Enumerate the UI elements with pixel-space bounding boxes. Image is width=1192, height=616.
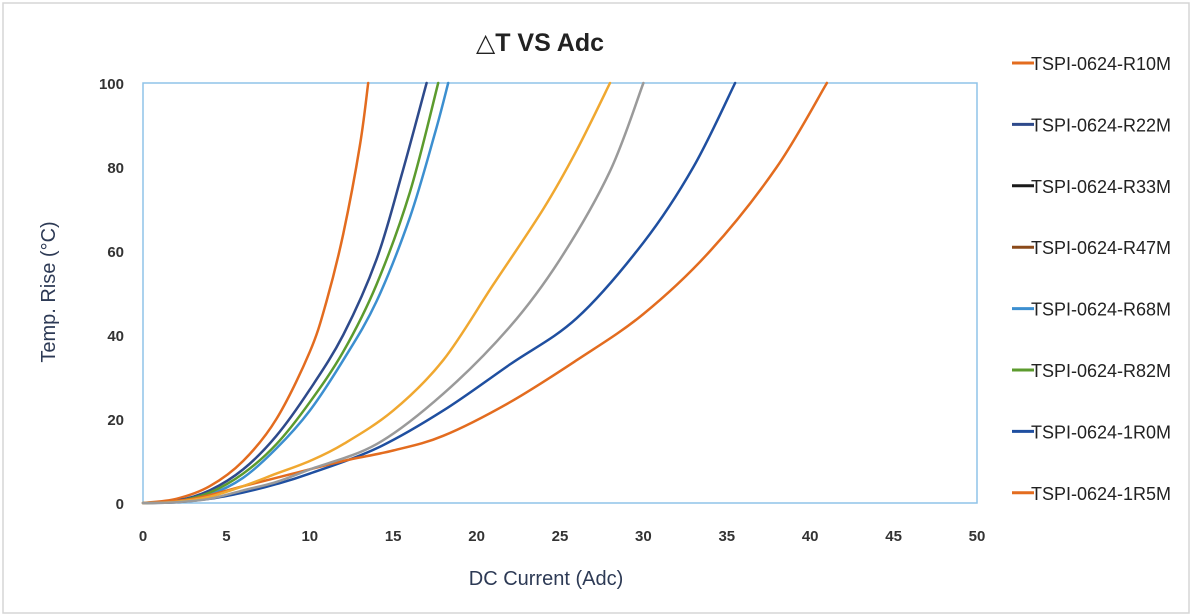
chart-title: △T VS Adc	[476, 29, 604, 57]
plot-frame	[142, 82, 978, 504]
y-tick-label: 60	[107, 244, 124, 261]
y-tick-label: 0	[116, 496, 124, 513]
legend-label: TSPI-0624-1R0M	[1031, 422, 1171, 442]
plot-area: 0 5 10 15 20 25 30 35 40 45 50 0 20 40 60 80 100	[99, 76, 985, 545]
legend-label: TSPI-0624-R82M	[1031, 361, 1171, 381]
y-tick-label: 40	[107, 328, 124, 345]
legend: TSPI-0624-R10M TSPI-0624-R22M TSPI-0624-R3…	[1012, 54, 1171, 504]
x-tick-label: 5	[222, 528, 230, 545]
x-tick-label: 15	[385, 528, 402, 545]
x-axis-label: DC Current (Adc)	[469, 568, 623, 590]
x-tick-label: 10	[301, 528, 318, 545]
series-line	[141, 81, 428, 505]
series-line	[141, 81, 645, 505]
legend-label: TSPI-0624-R68M	[1031, 300, 1171, 320]
series-line	[141, 81, 370, 505]
x-tick-label: 0	[139, 528, 147, 545]
x-tick-label: 25	[552, 528, 569, 545]
y-axis-label: Temp. Rise (°C)	[38, 221, 60, 362]
x-tick-label: 30	[635, 528, 652, 545]
y-tick-label: 100	[99, 76, 124, 93]
legend-label: TSPI-0624-R33M	[1031, 177, 1171, 197]
legend-label: TSPI-0624-1R5M	[1031, 484, 1171, 504]
x-tick-label: 40	[802, 528, 819, 545]
legend-label: TSPI-0624-R22M	[1031, 115, 1171, 135]
y-tick-label: 20	[107, 412, 124, 429]
legend-label: TSPI-0624-R10M	[1031, 54, 1171, 74]
y-tick-label: 80	[107, 160, 124, 177]
x-tick-label: 50	[969, 528, 986, 545]
x-tick-label: 20	[468, 528, 485, 545]
x-tick-label: 45	[885, 528, 902, 545]
series-line	[141, 81, 612, 505]
legend-label: TSPI-0624-R47M	[1031, 238, 1171, 258]
x-tick-label: 35	[718, 528, 735, 545]
